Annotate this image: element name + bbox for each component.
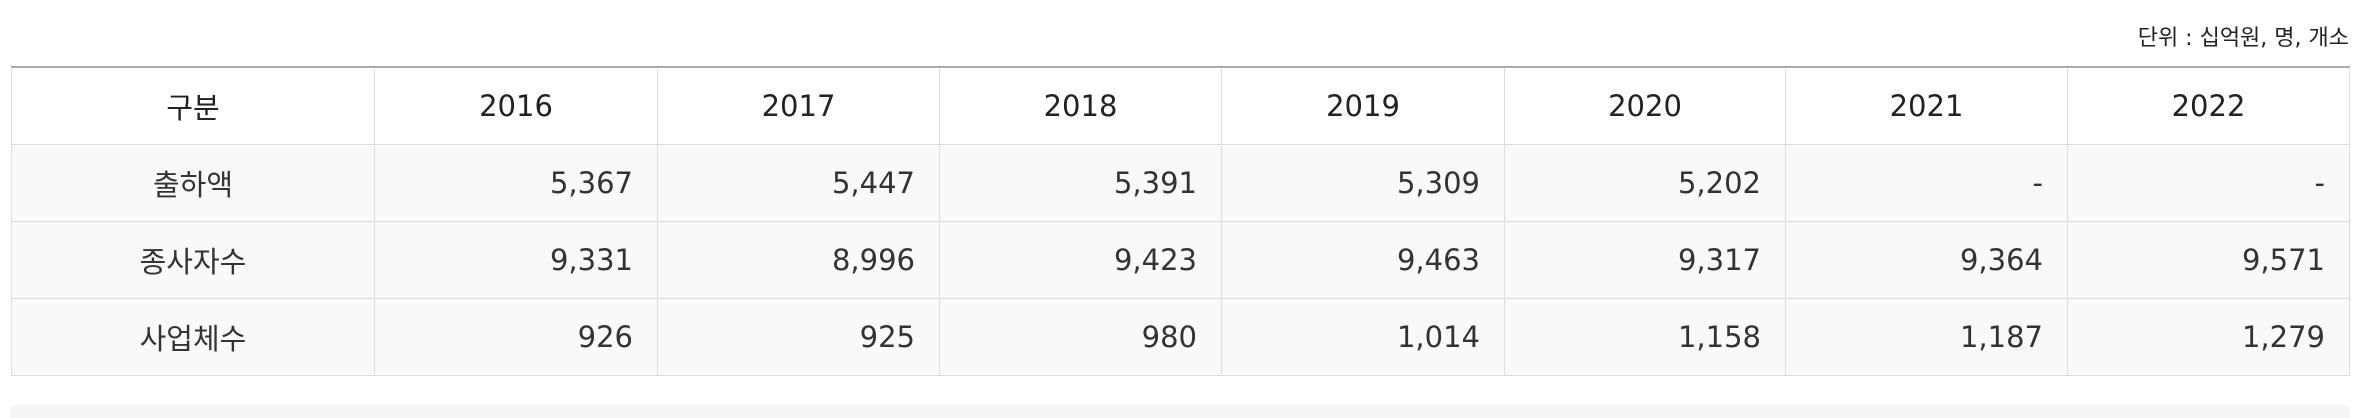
table-cell: 5,391: [939, 144, 1222, 222]
table-row: 출하액 5,367 5,447 5,391 5,309 5,202- -: [11, 144, 2350, 222]
table-cell: 1,279: [2067, 298, 2350, 376]
table-cell: 5,367: [374, 144, 658, 222]
table-cell: 9,331: [374, 221, 658, 299]
table-cell: 5,309: [1221, 144, 1505, 222]
data-table: 구분 2016 2017 2018 2019 2020 2021 2022 출하액 5,367 5…: [11, 66, 2350, 376]
table-cell: 1,158: [1504, 298, 1786, 376]
table-head: 구분 2016 2017 2018 2019 2020 2021 2022: [11, 66, 2350, 145]
unit-note: 단위 : 십억원, 명, 개소: [2137, 26, 2349, 51]
header-cell: 2017: [657, 66, 940, 145]
table-row: 종사자수 9,331 8,996 9,423 9,463 9,317 9,364 9,571: [11, 221, 2350, 299]
table-cell: 5,447: [657, 144, 940, 222]
header-cell: 2016: [374, 66, 658, 145]
table-row: 사업체수 926 925 980 1,014 1,158 1,187 1,279: [11, 298, 2350, 376]
table-cell: 925: [657, 298, 940, 376]
row-label: 출하액: [11, 144, 375, 222]
table-cell: 5,202: [1504, 144, 1786, 222]
table-cell: 1,187: [1785, 298, 2068, 376]
table-cell: 9,423: [939, 221, 1222, 299]
table-cell: 9,317: [1504, 221, 1786, 299]
header-cell: 구분: [11, 66, 375, 145]
header-cell: 2022: [2067, 66, 2350, 145]
table-cell: 9,571: [2067, 221, 2350, 299]
table-cell: 9,364: [1785, 221, 2068, 299]
table-cell: -: [2067, 144, 2350, 222]
header-cell: 2021: [1785, 66, 2068, 145]
row-label: 종사자수: [11, 221, 375, 299]
header-cell: 2020: [1504, 66, 1786, 145]
header-row: 구분 2016 2017 2018 2019 2020 2021 2022: [11, 66, 2350, 145]
table-cell: -: [1785, 144, 2068, 222]
table-cell: 926: [374, 298, 658, 376]
table-cell: 980: [939, 298, 1222, 376]
row-label: 사업체수: [11, 298, 375, 376]
header-cell: 2019: [1221, 66, 1505, 145]
table-body: 출하액 5,367 5,447 5,391 5,309 5,202- - 종사자수 9,331 8…: [11, 144, 2350, 376]
header-cell: 2018: [939, 66, 1222, 145]
table-cell: 8,996: [657, 221, 940, 299]
table-cell: 9,463: [1221, 221, 1505, 299]
table-cell: 1,014: [1221, 298, 1505, 376]
footer-bar: [11, 405, 2349, 418]
